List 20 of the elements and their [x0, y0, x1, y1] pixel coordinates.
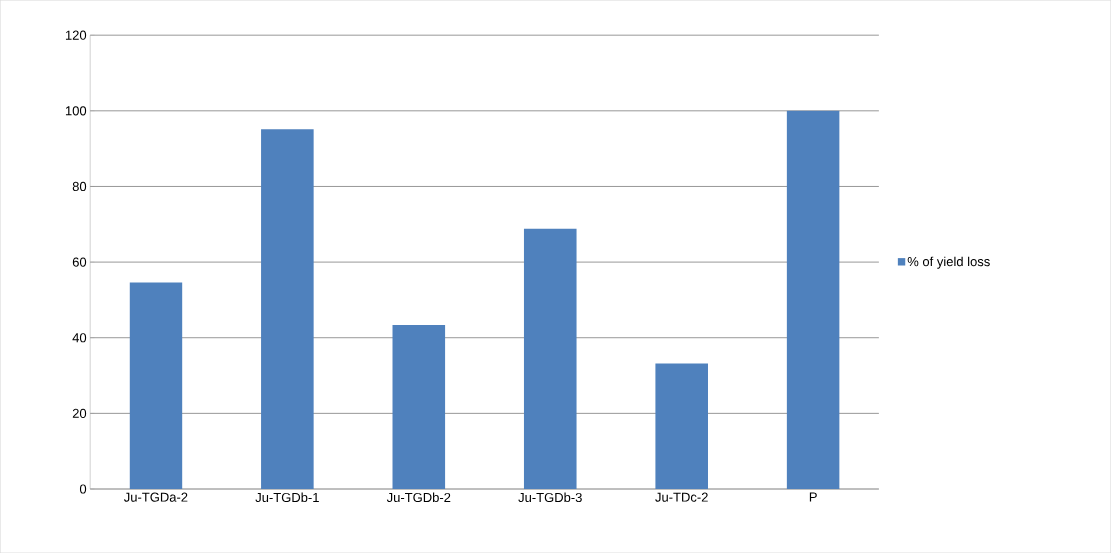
bar [523, 228, 577, 489]
bar [392, 324, 446, 489]
legend-label: % of yield loss [907, 256, 990, 269]
bar [129, 282, 183, 489]
y-tick-label: 80 [72, 181, 87, 191]
bar [786, 110, 840, 489]
x-tick-label: Ju-TDc-2 [655, 492, 708, 502]
x-tick-label: P [809, 492, 817, 502]
x-tick-label: Ju-TGDa-2 [123, 492, 188, 502]
y-tick-label: 100 [65, 106, 87, 116]
y-tick-label: 40 [72, 333, 87, 343]
x-tick-label: Ju-TGDb-1 [255, 492, 319, 502]
y-tick-label: 0 [79, 484, 87, 494]
bar [261, 129, 314, 489]
x-tick-label: Ju-TGDb-2 [386, 492, 451, 502]
y-tick-label: 20 [72, 408, 87, 418]
y-tick-label: 60 [72, 257, 87, 267]
bar [655, 363, 708, 489]
y-tick-label: 120 [65, 30, 87, 40]
x-tick-label: Ju-TGDb-3 [518, 492, 582, 502]
